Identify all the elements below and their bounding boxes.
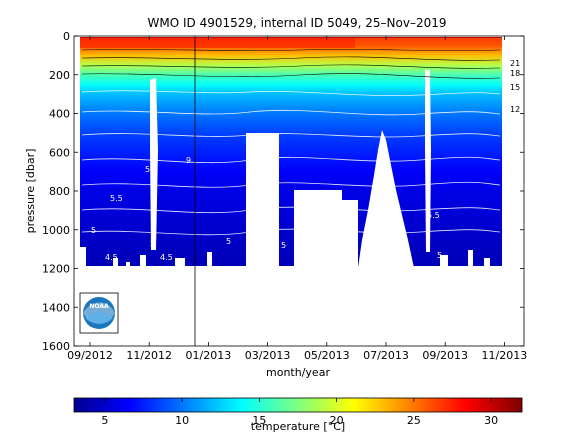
y-tick-label: 800 xyxy=(49,185,70,198)
y-tick-label: 600 xyxy=(49,146,70,159)
colorbar-label: temperature [°C] xyxy=(251,420,345,432)
chart-title: WMO ID 4901529, internal ID 5049, 25–Nov… xyxy=(148,16,447,30)
colorbar-tick-label: 20 xyxy=(330,414,344,427)
y-axis-label: pressure [dbar] xyxy=(24,149,37,234)
colorbar-tick-label: 10 xyxy=(175,414,189,427)
y-axis: 0 200 400 600 800 1000 1200 1400 1600 xyxy=(42,30,524,353)
contour-label: 5 xyxy=(281,241,286,250)
contour-label: 5 xyxy=(226,237,231,246)
profile-marker-strip xyxy=(342,29,504,36)
missing-data-bottom xyxy=(80,247,490,268)
plot-area: 21 18 15 12 9 5.5 5 5.5 5 4.5 5 4.5 5 5 … xyxy=(74,29,524,346)
contour-label: 5.5 xyxy=(110,194,123,203)
colorbar xyxy=(73,397,523,413)
colorbar-tick-label: 15 xyxy=(252,414,266,427)
contour-lines-dark xyxy=(81,49,501,79)
x-tick-label: 09/2012 xyxy=(67,349,113,362)
colorbar-tick-label: 5 xyxy=(101,414,108,427)
y-tick-label: 1600 xyxy=(42,340,70,353)
contour-label: 21 xyxy=(510,59,520,68)
x-axis: 09/2012 11/2012 01/2013 03/2013 05/2013 07/20… xyxy=(67,36,527,362)
temperature-field xyxy=(80,37,502,266)
surface-warm-band-2 xyxy=(355,38,502,46)
x-tick-label: 11/2012 xyxy=(126,349,172,362)
contour-lines xyxy=(81,90,501,236)
profile-ticks xyxy=(85,29,195,36)
contour-label: 4.5 xyxy=(160,253,173,262)
y-tick-label: 0 xyxy=(63,30,70,43)
colorbar-tick-label: 30 xyxy=(484,414,498,427)
contour-label: 5.5 xyxy=(145,165,158,174)
colorbar-ticks: 5 10 15 20 25 30 xyxy=(101,398,498,427)
noaa-logo-text: NOAA xyxy=(89,303,109,310)
missing-data-gaps xyxy=(150,70,431,268)
contour-label: 4.5 xyxy=(105,253,118,262)
y-tick-label: 1000 xyxy=(42,224,70,237)
contour-label: 18 xyxy=(510,69,520,78)
x-axis-label: month/year xyxy=(266,366,330,379)
contour-labels: 21 18 15 12 9 5.5 5 5.5 5 4.5 5 4.5 5 5 … xyxy=(91,59,520,262)
colorbar-tick-label: 25 xyxy=(407,414,421,427)
noaa-logo: NOAA xyxy=(79,292,119,334)
x-tick-label: 09/2013 xyxy=(422,349,468,362)
contour-label: 5 xyxy=(437,251,442,260)
contour-label: 5 xyxy=(150,239,155,248)
x-tick-label: 01/2013 xyxy=(186,349,232,362)
x-tick-label: 11/2013 xyxy=(482,349,528,362)
y-tick-label: 1200 xyxy=(42,263,70,276)
y-tick-label: 400 xyxy=(49,108,70,121)
x-tick-label: 05/2013 xyxy=(304,349,350,362)
contour-label: 12 xyxy=(510,105,520,114)
contour-label: 5.5 xyxy=(427,211,440,220)
contour-label: 15 xyxy=(510,83,520,92)
surface-warm-band xyxy=(80,38,355,48)
y-tick-label: 1400 xyxy=(42,301,70,314)
contour-label: 5 xyxy=(345,207,350,216)
x-tick-label: 03/2013 xyxy=(245,349,291,362)
contour-label: 5 xyxy=(91,226,96,235)
y-tick-label: 200 xyxy=(49,69,70,82)
profile-marker-strip-2 xyxy=(506,29,516,36)
contour-label: 9 xyxy=(186,156,191,165)
x-tick-label: 07/2013 xyxy=(363,349,409,362)
